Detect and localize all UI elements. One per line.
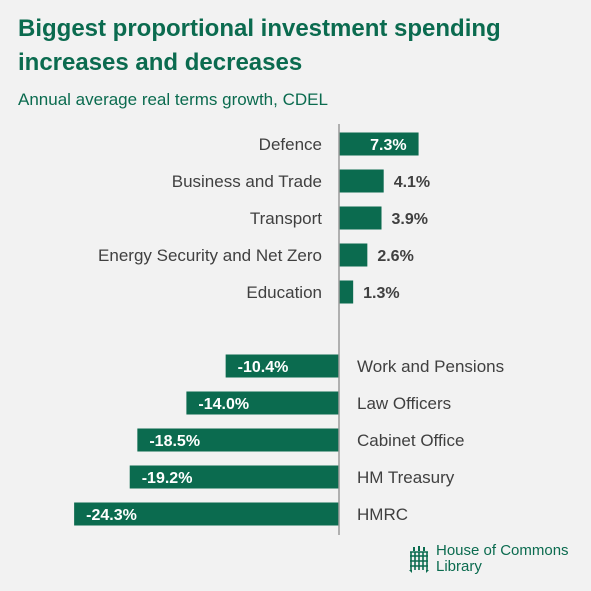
portcullis-icon — [409, 546, 429, 573]
bar-hm-treasury — [129, 465, 339, 489]
category-label: Cabinet Office — [357, 431, 464, 450]
data-label: -14.0% — [198, 396, 249, 413]
bar-hmrc — [74, 502, 339, 526]
data-label: 7.3% — [370, 137, 406, 154]
data-label: 4.1% — [394, 174, 430, 191]
bar-energy-security-and-net-zero — [339, 243, 368, 267]
bar-business-and-trade — [339, 169, 384, 193]
logo-line-2: Library — [436, 558, 482, 575]
data-label: 3.9% — [392, 211, 428, 228]
bar-law-officers — [186, 391, 339, 415]
category-label: Transport — [250, 209, 322, 228]
category-label: Business and Trade — [172, 172, 322, 191]
data-label: 1.3% — [363, 285, 399, 302]
chart-title: Biggest proportional investment spending… — [18, 15, 501, 76]
chart-subtitle: Annual average real terms growth, CDEL — [18, 90, 328, 109]
category-label: Education — [246, 283, 322, 302]
bar-work-and-pensions — [225, 354, 339, 378]
data-label: -10.4% — [238, 359, 289, 376]
house-of-commons-library-logo: House of Commons Library — [408, 543, 569, 575]
data-label: -19.2% — [142, 470, 193, 487]
category-label: Energy Security and Net Zero — [98, 246, 322, 265]
category-label: HMRC — [357, 505, 408, 524]
category-label: HM Treasury — [357, 468, 455, 487]
bar-transport — [339, 206, 382, 230]
bar-education — [339, 280, 354, 304]
category-label: Work and Pensions — [357, 357, 504, 376]
data-label: -24.3% — [86, 507, 137, 524]
data-label: -18.5% — [149, 433, 200, 450]
bar-defence — [339, 132, 419, 156]
bar-cabinet-office — [137, 428, 339, 452]
category-label: Law Officers — [357, 394, 451, 413]
data-label: 2.6% — [377, 248, 413, 265]
category-label: Defence — [259, 135, 322, 154]
logo-line-1: House of Commons — [436, 542, 569, 559]
